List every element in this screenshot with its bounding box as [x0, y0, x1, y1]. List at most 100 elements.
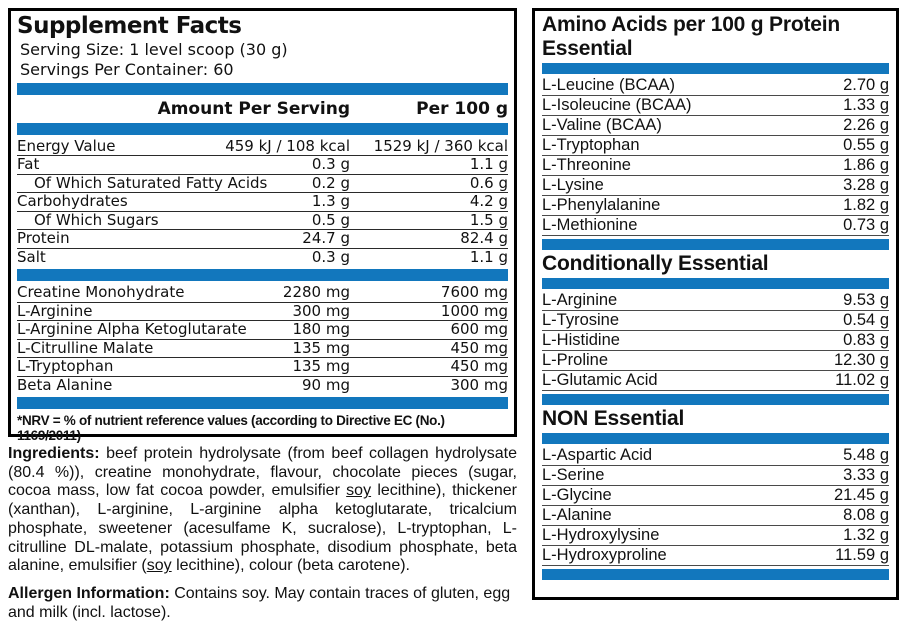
- amino-row: L-Leucine (BCAA) 2.70 g: [542, 76, 889, 97]
- amount-per-serving-header: Amount Per Serving: [157, 98, 350, 119]
- amino-value: 2.26 g: [843, 116, 889, 135]
- supplement-row: Beta Alanine 90 mg 300 mg: [17, 377, 508, 395]
- amount-per-serving-value: 180 mg: [292, 320, 350, 339]
- amino-name: L-Isoleucine (BCAA): [542, 96, 692, 115]
- amino-name: L-Hydroxyproline: [542, 546, 667, 565]
- amount-per-serving-value: 0.2 g: [311, 173, 350, 192]
- amino-name: L-Leucine (BCAA): [542, 76, 675, 95]
- nutrient-row: Protein 24.7 g 82.4 g: [17, 230, 508, 249]
- supplement-name: L-Arginine Alpha Ketoglutarate: [17, 320, 247, 339]
- amount-per-serving-value: 0.5 g: [311, 210, 350, 229]
- amino-value: 3.33 g: [843, 466, 889, 485]
- amino-row: L-Aspartic Acid 5.48 g: [542, 446, 889, 467]
- allergen-underline: soy: [346, 482, 372, 500]
- amino-acids-panel: Amino Acids per 100 g Protein Essential L…: [532, 8, 899, 600]
- amino-value: 11.02 g: [835, 371, 889, 390]
- amino-row: L-Threonine 1.86 g: [542, 156, 889, 177]
- servings-label: Servings Per Container:: [20, 59, 209, 79]
- amino-row: L-Proline 12.30 g: [542, 351, 889, 372]
- amino-row: L-Phenylalanine 1.82 g: [542, 196, 889, 217]
- amount-per-serving-value: 300 mg: [292, 301, 350, 320]
- nutrient-name: Of Which Saturated Fatty Acids: [34, 173, 268, 192]
- divider-bar: [542, 394, 889, 406]
- per-100g-value: 7600 mg: [440, 283, 508, 302]
- amino-section-heading: NON Essential: [542, 407, 685, 431]
- amino-row: L-Arginine 9.53 g: [542, 291, 889, 312]
- supplement-facts-panel: Supplement Facts Serving Size: 1 level s…: [8, 8, 517, 443]
- amino-name: L-Glycine: [542, 486, 612, 505]
- amino-name: L-Tyrosine: [542, 311, 620, 330]
- per-100g-header: Per 100 g: [416, 98, 508, 119]
- supplement-name: L-Arginine: [17, 301, 93, 320]
- supplement-label: Supplement Facts Serving Size: 1 level s…: [8, 8, 899, 621]
- per-100g-value: 1.1 g: [469, 247, 508, 266]
- nutrient-table: Energy Value 459 kJ / 108 kcal 1529 kJ / 3…: [17, 138, 508, 267]
- amount-per-serving-value: 90 mg: [302, 375, 350, 394]
- divider-bar: [17, 269, 508, 282]
- nutrient-row: Of Which Saturated Fatty Acids 0.2 g 0.6 g: [17, 175, 508, 194]
- ingredients-segment: beef protein hydrolysate (from beef coll…: [8, 445, 517, 500]
- amount-per-serving-value: 135 mg: [292, 338, 350, 357]
- amount-per-serving-value: 459 kJ / 108 kcal: [225, 136, 350, 155]
- amino-row: L-Valine (BCAA) 2.26 g: [542, 116, 889, 137]
- amino-row: L-Hydroxylysine 1.32 g: [542, 526, 889, 547]
- nutrient-row: Energy Value 459 kJ / 108 kcal 1529 kJ / 3…: [17, 138, 508, 157]
- servings-value: 60: [213, 59, 234, 79]
- nutrient-name: Salt: [17, 247, 46, 266]
- amino-row: L-Tryptophan 0.55 g: [542, 136, 889, 157]
- ingredients-paragraph: Ingredients: beef protein hydrolysate (f…: [8, 445, 517, 576]
- per-100g-value: 0.6 g: [469, 173, 508, 192]
- allergen-underline: soy: [146, 557, 172, 575]
- allergen-paragraph: Allergen Information: Contains soy. May …: [8, 585, 517, 622]
- amino-name: L-Arginine: [542, 291, 618, 310]
- amino-name: L-Aspartic Acid: [542, 446, 653, 465]
- amino-value: 0.83 g: [843, 331, 889, 350]
- per-100g-value: 450 mg: [450, 338, 508, 357]
- amino-acids-title: Amino Acids per 100 g Protein: [542, 13, 840, 36]
- amino-name: L-Histidine: [542, 331, 620, 350]
- divider-bar: [542, 569, 889, 581]
- divider-bar: [17, 82, 508, 95]
- ingredients-segment: lecithine), thickener (xanthan), L-argin…: [8, 482, 517, 575]
- per-100g-value: 1529 kJ / 360 kcal: [373, 136, 508, 155]
- amino-value: 3.28 g: [843, 176, 889, 195]
- per-100g-value: 1000 mg: [440, 301, 508, 320]
- per-100g-value: 450 mg: [450, 357, 508, 376]
- supplement-row: L-Arginine Alpha Ketoglutarate 180 mg 600 …: [17, 321, 508, 340]
- nutrient-name: Energy Value: [17, 136, 116, 155]
- amino-value: 5.48 g: [843, 446, 889, 465]
- supplement-name: L-Citrulline Malate: [17, 338, 154, 357]
- amount-per-serving-value: 1.3 g: [311, 192, 350, 211]
- divider-bar: [17, 122, 508, 135]
- amount-per-serving-value: 2280 mg: [282, 283, 350, 302]
- supplement-facts-title: Supplement Facts: [17, 13, 242, 39]
- per-100g-value: 600 mg: [450, 320, 508, 339]
- serving-size-row: Serving Size: 1 level scoop (30 g): [17, 40, 508, 60]
- amino-name: L-Tryptophan: [542, 136, 640, 155]
- amino-row: L-Alanine 8.08 g: [542, 506, 889, 527]
- left-column: Supplement Facts Serving Size: 1 level s…: [8, 8, 517, 622]
- serving-size-value: 1 level scoop (30 g): [129, 39, 288, 59]
- amino-value: 1.33 g: [843, 96, 889, 115]
- column-header-row: Amount Per Serving Per 100 g: [17, 98, 508, 120]
- divider-bar: [542, 433, 889, 445]
- ingredients-label: Ingredients:: [8, 445, 100, 462]
- supplement-table: Creatine Monohydrate 2280 mg 7600 mg L-Argi…: [17, 284, 508, 394]
- ingredients-segment: lecithine), colour (beta carotene).: [171, 557, 410, 575]
- nutrient-name: Carbohydrates: [17, 192, 128, 211]
- amino-name: L-Valine (BCAA): [542, 116, 662, 135]
- divider-bar: [17, 397, 508, 410]
- supplement-row: L-Arginine 300 mg 1000 mg: [17, 303, 508, 322]
- nutrient-name: Of Which Sugars: [34, 210, 159, 229]
- ingredients-text: beef protein hydrolysate (from beef coll…: [8, 445, 517, 574]
- amino-name: L-Hydroxylysine: [542, 526, 660, 545]
- per-100g-value: 300 mg: [450, 375, 508, 394]
- per-100g-value: 82.4 g: [460, 229, 508, 248]
- amino-name: L-Serine: [542, 466, 605, 485]
- supplement-name: L-Tryptophan: [17, 357, 114, 376]
- per-100g-value: 4.2 g: [469, 192, 508, 211]
- amino-row: L-Methionine 0.73 g: [542, 216, 889, 237]
- amino-value: 1.86 g: [843, 156, 889, 175]
- nutrient-name: Fat: [17, 155, 40, 174]
- supplement-row: Creatine Monohydrate 2280 mg 7600 mg: [17, 284, 508, 303]
